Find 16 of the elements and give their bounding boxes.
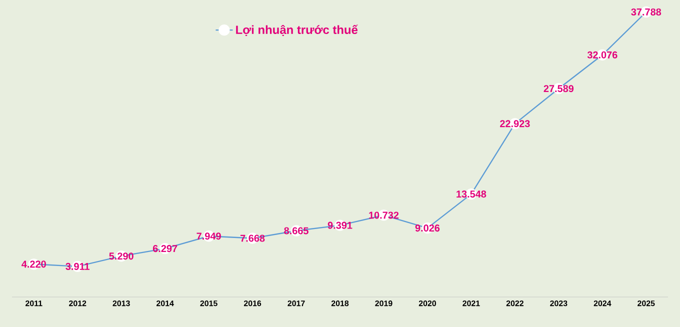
legend-label: Lợi nhuận trước thuế [236,24,358,36]
data-label: 37.788 [631,8,662,16]
data-label: 9.026 [415,224,440,232]
data-label: 8.665 [284,227,308,234]
data-label: 22.923 [500,120,530,128]
data-label: 5.290 [109,252,134,260]
data-label: 27.589 [544,85,574,92]
data-label: 10.732 [369,212,399,219]
data-label: 6.297 [152,245,178,252]
data-label: 9.391 [328,222,352,229]
data-label: 3.911 [66,262,90,270]
data-label: 7.668 [240,234,265,242]
data-label: 13.548 [456,190,486,198]
data-label: 7.949 [196,232,221,240]
data-label: 4.220 [22,260,46,268]
data-label: 32.076 [587,51,618,58]
